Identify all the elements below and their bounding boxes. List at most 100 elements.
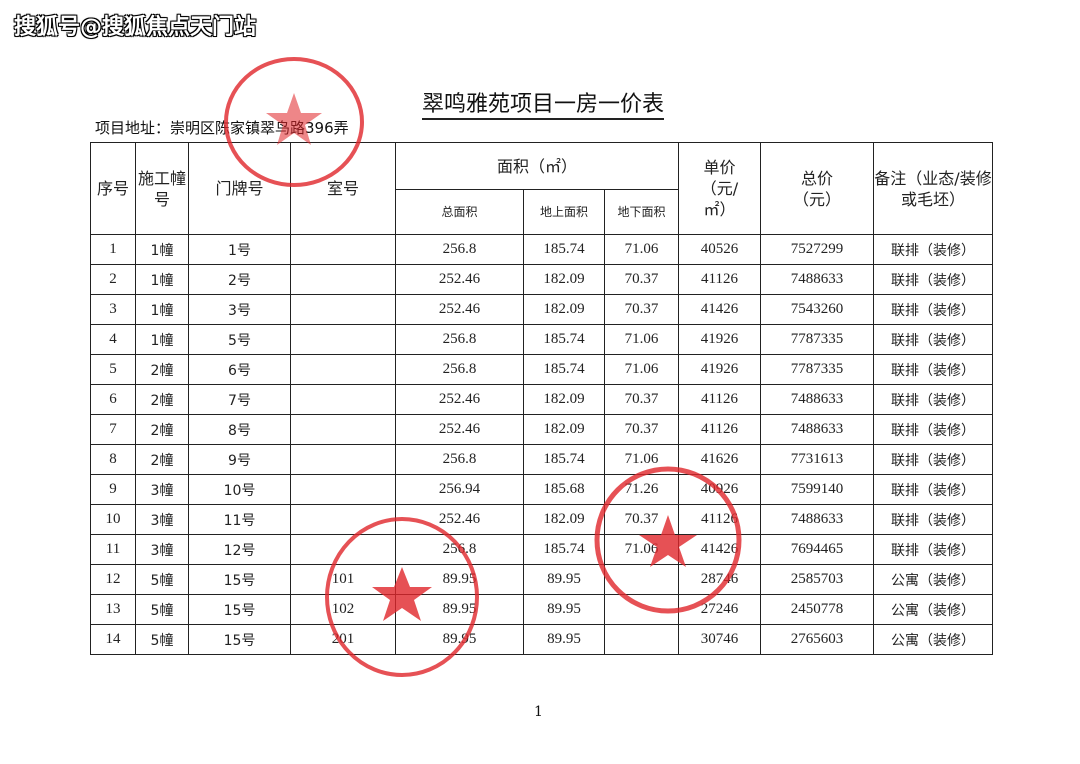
table-row: 7 2幢 8号 252.46 182.09 70.37 41126 7488633 联排（装修）	[90, 414, 993, 445]
cell-below: 70.37	[604, 294, 679, 325]
cell-below: 71.06	[604, 444, 679, 475]
cell-below	[604, 594, 679, 625]
cell-room	[290, 264, 396, 295]
cell-seq: 6	[90, 384, 136, 415]
watermark: 搜狐号@搜狐焦点天门站	[14, 15, 257, 40]
cell-seq: 14	[90, 624, 136, 655]
cell-above: 182.09	[523, 264, 605, 295]
cell-below: 71.06	[604, 534, 679, 565]
cell-room	[290, 324, 396, 355]
cell-seq: 11	[90, 534, 136, 565]
header-total-area: 总面积	[395, 189, 524, 235]
cell-unit: 41126	[678, 414, 761, 445]
cell-below: 71.26	[604, 474, 679, 505]
cell-door: 12号	[188, 534, 291, 565]
cell-unit: 40526	[678, 234, 761, 265]
cell-door: 5号	[188, 324, 291, 355]
cell-unit: 41426	[678, 534, 761, 565]
cell-unit: 41426	[678, 294, 761, 325]
cell-total: 256.8	[395, 324, 524, 355]
cell-building: 1幢	[135, 234, 189, 265]
cell-remark: 联排（装修）	[873, 324, 993, 355]
table-row: 8 2幢 9号 256.8 185.74 71.06 41626 7731613 联排（装修）	[90, 444, 993, 475]
header-area: 面积（㎡）	[395, 142, 679, 190]
cell-seq: 9	[90, 474, 136, 505]
cell-building: 2幢	[135, 354, 189, 385]
cell-door: 11号	[188, 504, 291, 535]
table-row: 12 5幢 15号 101 89.95 89.95 28746 2585703 公寓（装修）	[90, 564, 993, 595]
cell-below	[604, 564, 679, 595]
cell-unit: 30746	[678, 624, 761, 655]
cell-above: 185.74	[523, 354, 605, 385]
cell-total: 256.8	[395, 234, 524, 265]
cell-total: 252.46	[395, 414, 524, 445]
project-address: 项目地址：崇明区陈家镇翠鸟路396弄	[95, 119, 349, 137]
cell-door: 6号	[188, 354, 291, 385]
cell-total: 256.8	[395, 354, 524, 385]
cell-remark: 联排（装修）	[873, 294, 993, 325]
cell-price: 7527299	[760, 234, 874, 265]
cell-room: 102	[290, 594, 396, 625]
cell-building: 2幢	[135, 444, 189, 475]
cell-building: 3幢	[135, 504, 189, 535]
cell-building: 5幢	[135, 564, 189, 595]
cell-above: 182.09	[523, 384, 605, 415]
cell-unit: 41126	[678, 264, 761, 295]
cell-price: 7488633	[760, 414, 874, 445]
cell-unit: 41626	[678, 444, 761, 475]
cell-room	[290, 234, 396, 265]
cell-price: 7488633	[760, 384, 874, 415]
cell-total: 89.95	[395, 594, 524, 625]
cell-remark: 联排（装修）	[873, 474, 993, 505]
cell-total: 89.95	[395, 624, 524, 655]
cell-seq: 5	[90, 354, 136, 385]
table-row: 3 1幢 3号 252.46 182.09 70.37 41426 7543260 联排（装修）	[90, 294, 993, 325]
cell-door: 1号	[188, 234, 291, 265]
table-row: 11 3幢 12号 256.8 185.74 71.06 41426 7694465 联排（装修…	[90, 534, 993, 565]
cell-unit: 27246	[678, 594, 761, 625]
cell-above: 89.95	[523, 594, 605, 625]
cell-door: 10号	[188, 474, 291, 505]
cell-price: 7694465	[760, 534, 874, 565]
cell-remark: 公寓（装修）	[873, 624, 993, 655]
cell-remark: 公寓（装修）	[873, 594, 993, 625]
cell-room: 101	[290, 564, 396, 595]
table-row: 10 3幢 11号 252.46 182.09 70.37 41126 7488633 联排（装…	[90, 504, 993, 535]
cell-remark: 联排（装修）	[873, 414, 993, 445]
cell-remark: 联排（装修）	[873, 444, 993, 475]
cell-door: 7号	[188, 384, 291, 415]
cell-door: 15号	[188, 564, 291, 595]
cell-above: 185.74	[523, 234, 605, 265]
cell-below: 70.37	[604, 384, 679, 415]
cell-price: 2765603	[760, 624, 874, 655]
cell-building: 5幢	[135, 594, 189, 625]
cell-room	[290, 444, 396, 475]
price-table: 序号 施工幢号 门牌号 室号 面积（㎡） 单价（元/㎡） 总价（元） 备注（业态…	[90, 142, 993, 655]
cell-building: 3幢	[135, 534, 189, 565]
cell-below: 71.06	[604, 324, 679, 355]
cell-building: 2幢	[135, 384, 189, 415]
cell-total: 252.46	[395, 504, 524, 535]
cell-unit: 41926	[678, 354, 761, 385]
cell-above: 182.09	[523, 504, 605, 535]
cell-total: 256.8	[395, 444, 524, 475]
cell-price: 2450778	[760, 594, 874, 625]
page-number: 1	[534, 704, 543, 720]
cell-room	[290, 504, 396, 535]
cell-above: 182.09	[523, 414, 605, 445]
cell-below: 70.37	[604, 264, 679, 295]
table-row: 4 1幢 5号 256.8 185.74 71.06 41926 7787335 联排（装修）	[90, 324, 993, 355]
table-row: 1 1幢 1号 256.8 185.74 71.06 40526 7527299 联排（装修）	[90, 234, 993, 265]
cell-unit: 41926	[678, 324, 761, 355]
cell-above: 89.95	[523, 564, 605, 595]
cell-remark: 联排（装修）	[873, 384, 993, 415]
header-seq: 序号	[90, 142, 136, 235]
header-above-area: 地上面积	[523, 189, 605, 235]
header-room: 室号	[290, 142, 396, 235]
cell-total: 252.46	[395, 264, 524, 295]
cell-room	[290, 474, 396, 505]
cell-below	[604, 624, 679, 655]
table-row: 13 5幢 15号 102 89.95 89.95 27246 2450778 公寓（装修）	[90, 594, 993, 625]
header-unit-price: 单价（元/㎡）	[678, 142, 761, 235]
